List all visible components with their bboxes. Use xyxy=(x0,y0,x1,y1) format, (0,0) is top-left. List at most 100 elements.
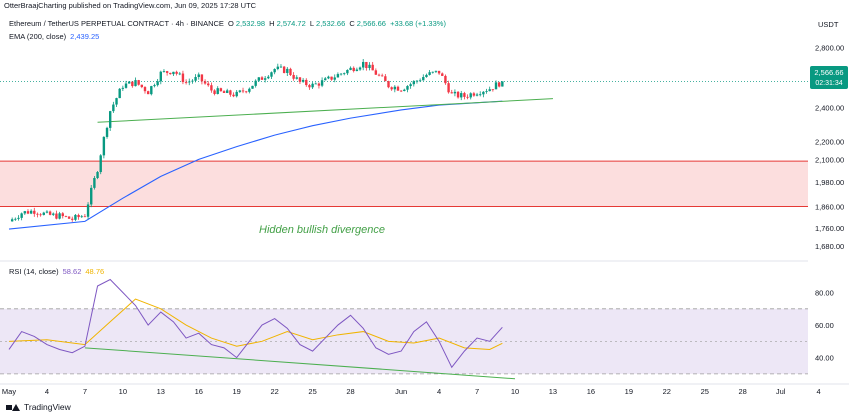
candle-body xyxy=(74,214,77,220)
candle-body xyxy=(260,77,264,80)
candle-body xyxy=(320,80,324,86)
candle-body xyxy=(286,68,289,73)
candle-body xyxy=(352,67,355,72)
candle-body xyxy=(14,218,17,220)
candle-body xyxy=(150,86,153,95)
rsi-line xyxy=(8,278,503,369)
candle-body xyxy=(311,83,314,88)
time-tick-label: 16 xyxy=(195,387,203,396)
candle-body xyxy=(390,87,393,90)
candle-body xyxy=(33,210,36,214)
rsi-ma-value: 48.76 xyxy=(85,267,105,276)
candle-body xyxy=(380,75,384,77)
candle-body xyxy=(494,82,498,90)
price-badge-countdown: 02:31:34 xyxy=(815,80,842,87)
time-tick-label: 19 xyxy=(233,387,241,396)
candle-body xyxy=(491,89,495,91)
price-tick-label: 1,760.00 xyxy=(815,224,844,233)
candle-body xyxy=(343,73,346,75)
candle-body xyxy=(184,82,188,83)
candle-body xyxy=(479,94,482,96)
candle-body xyxy=(77,214,80,218)
low-label: L xyxy=(309,19,315,28)
candle-body xyxy=(301,79,305,82)
candle-body xyxy=(17,217,20,219)
price-tick-label: 1,980.00 xyxy=(815,178,844,187)
candle-body xyxy=(444,75,447,84)
candle-body xyxy=(109,111,112,128)
candle-body xyxy=(276,66,280,70)
rsi-tick-label: 80.00 xyxy=(815,289,834,298)
candle-body xyxy=(52,213,55,215)
footer[interactable]: TradingView xyxy=(6,402,71,412)
open-label: O xyxy=(228,19,234,28)
candle-body xyxy=(121,87,125,89)
time-tick-label: 4 xyxy=(45,387,49,396)
support-trendline-line xyxy=(97,98,553,123)
change-value: +33.68 (+1.33%) xyxy=(390,19,446,28)
price-tick-label: 2,100.00 xyxy=(815,155,844,164)
candle-body xyxy=(298,77,302,82)
candle-body xyxy=(26,211,30,214)
candle-body xyxy=(314,83,317,85)
ema-legend[interactable]: EMA (200, close) 2,439.25 xyxy=(9,32,99,41)
candle-body xyxy=(140,84,144,88)
close-label: C xyxy=(349,19,355,28)
rsi-value: 58.62 xyxy=(62,267,82,276)
price-axis-bg xyxy=(809,0,849,385)
candle-body xyxy=(64,216,68,217)
symbol-legend: Ethereum / TetherUS PERPETUAL CONTRACT ·… xyxy=(9,19,446,28)
time-tick-label: Jul xyxy=(776,387,786,396)
rsi-legend[interactable]: RSI (14, close) 58.62 48.76 xyxy=(9,267,104,276)
candle-body xyxy=(96,172,99,179)
candle-body xyxy=(273,69,276,73)
candle-body xyxy=(169,72,172,75)
candle-body xyxy=(159,71,162,82)
candle-body xyxy=(327,76,330,79)
time-tick-label: 28 xyxy=(739,387,747,396)
candle-body xyxy=(244,91,248,93)
time-tick-label: 13 xyxy=(157,387,165,396)
candle-body xyxy=(317,83,321,86)
publisher-line: OtterBraajCharting published on TradingV… xyxy=(4,1,257,10)
candle-body xyxy=(263,78,267,80)
candle-body xyxy=(45,211,49,213)
candle-body xyxy=(48,211,52,215)
candle-body xyxy=(241,90,245,92)
candle-body xyxy=(346,69,349,74)
time-tick-label: 22 xyxy=(663,387,671,396)
candle-body xyxy=(175,71,178,74)
price-badge-price: 2,566.66 xyxy=(814,68,843,77)
time-tick-label: 16 xyxy=(587,387,595,396)
candle-body xyxy=(102,136,106,156)
time-tick-label: 28 xyxy=(346,387,354,396)
time-tick-label: 13 xyxy=(549,387,557,396)
candle-body xyxy=(475,94,479,96)
candle-body xyxy=(497,82,501,87)
candle-body xyxy=(20,213,23,218)
candle-body xyxy=(254,80,257,86)
candle-body xyxy=(339,73,343,75)
candle-body xyxy=(80,216,83,218)
time-tick-label: 4 xyxy=(437,387,441,396)
candle-body xyxy=(374,70,378,75)
candle-body xyxy=(226,90,229,93)
candle-body xyxy=(282,66,286,73)
time-axis: May 4 7 10 13 16 19 22 25 28 Jun 4 7 10 13 16 19 22 25 28 Ju… xyxy=(0,383,849,396)
currency-label[interactable]: USDT xyxy=(818,20,839,29)
time-tick-label: 10 xyxy=(119,387,127,396)
candle-body xyxy=(431,71,434,73)
candle-body xyxy=(403,89,406,92)
candle-body xyxy=(308,85,311,88)
time-tick-label: 25 xyxy=(701,387,709,396)
candle-body xyxy=(134,80,137,87)
candle-body xyxy=(336,74,340,78)
candle-body xyxy=(399,90,403,92)
candle-body xyxy=(229,90,232,95)
rsi-tick-label: 40.00 xyxy=(815,354,834,363)
candle-body xyxy=(127,81,131,84)
candle-body xyxy=(450,92,453,94)
candle-body xyxy=(162,71,166,72)
candle-body xyxy=(466,96,469,98)
